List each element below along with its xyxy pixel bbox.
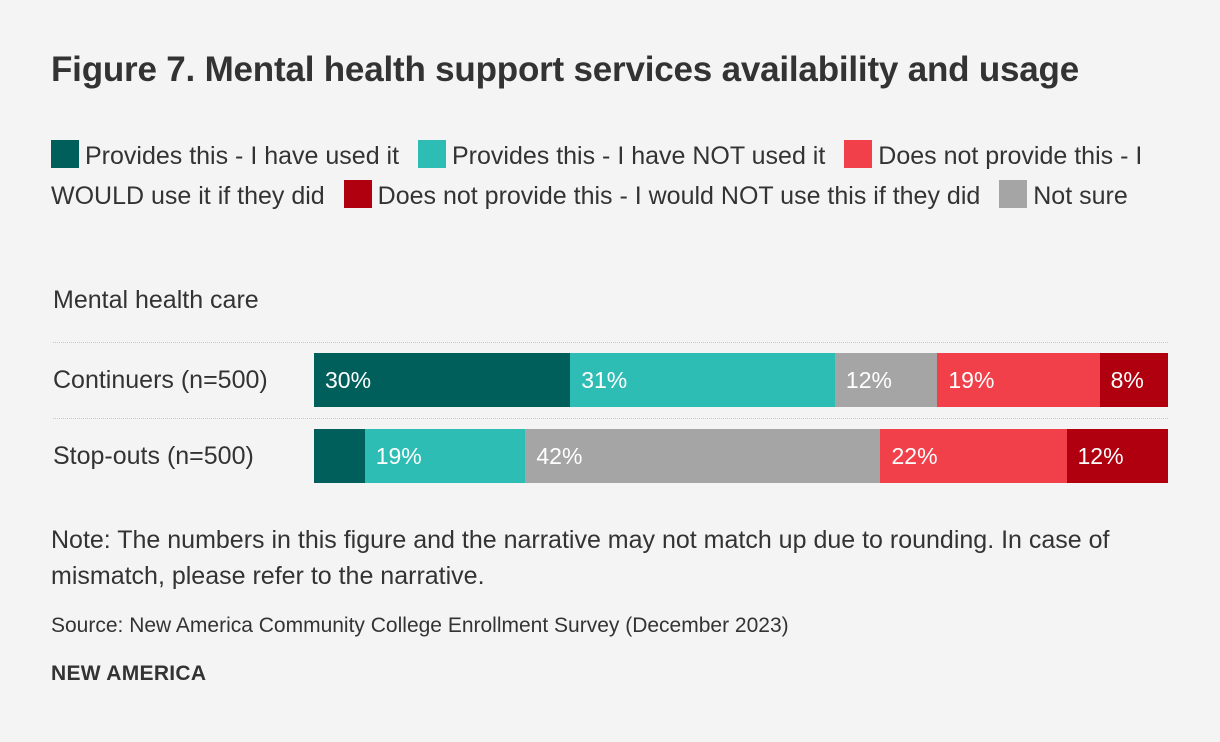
legend-swatch [418, 140, 446, 168]
legend-label: Does not provide this - I WOULD use it i… [51, 142, 1143, 210]
data-label: 22% [891, 443, 938, 469]
bar-stop-outs: 19% 42% 22% 12% [314, 429, 1168, 483]
brand-logo-text: NEW AMERICA [51, 662, 207, 685]
legend-item-would-use: Does not provide this - I WOULD use it i… [51, 140, 1143, 210]
bar-segment-would-use: 22% [880, 429, 1067, 483]
legend-swatch [51, 140, 79, 168]
legend-label: Does not provide this - I would NOT use … [377, 182, 981, 210]
legend-swatch [999, 180, 1028, 208]
bar-continuers: 30% 31% 12% 19% 8% [314, 353, 1168, 407]
bar-segment-would-not-use: 8% [1099, 353, 1168, 407]
data-label: 12% [845, 367, 892, 393]
data-label: 12% [1077, 443, 1124, 469]
data-label: 42% [536, 443, 583, 469]
data-label: 19% [375, 443, 422, 469]
data-label: 19% [948, 367, 995, 393]
legend-label: Provides this - I have NOT used it [452, 142, 826, 170]
bar-segment-not-used: 31% [570, 353, 835, 407]
legend-swatch [343, 180, 372, 208]
legend-item-would-not-use: Does not provide this - I would NOT use … [343, 180, 981, 210]
bar-segment-used: 30% [314, 353, 571, 407]
legend-swatch [844, 140, 873, 168]
row-divider [53, 418, 1168, 419]
row-divider [53, 342, 1168, 343]
bar-segment-not-sure: 12% [834, 353, 938, 407]
bar-segment-would-use: 19% [937, 353, 1100, 407]
bar-segment-not-used: 19% [364, 429, 526, 483]
bar-segment-used [314, 429, 365, 483]
legend-item-used: Provides this - I have used it [51, 140, 400, 170]
legend-item-not-sure: Not sure [999, 180, 1128, 210]
data-label: 30% [325, 367, 372, 393]
data-label: 31% [581, 367, 628, 393]
chart-source: Source: New America Community College En… [51, 614, 789, 637]
row-label-continuers: Continuers (n=500) [53, 366, 268, 394]
chart-title: Figure 7. Mental health support services… [51, 50, 1080, 89]
legend-label: Provides this - I have used it [85, 142, 400, 170]
data-label: 8% [1110, 367, 1144, 393]
legend-label: Not sure [1033, 182, 1128, 210]
legend-item-not-used: Provides this - I have NOT used it [418, 140, 826, 170]
row-label-stop-outs: Stop-outs (n=500) [53, 442, 254, 470]
group-label: Mental health care [53, 286, 259, 314]
bar-segment-not-sure: 42% [525, 429, 881, 483]
chart-legend: Provides this - I have used it Provides … [51, 136, 1181, 216]
chart-note: Note: The numbers in this figure and the… [51, 526, 1110, 590]
bar-segment-would-not-use: 12% [1066, 429, 1168, 483]
